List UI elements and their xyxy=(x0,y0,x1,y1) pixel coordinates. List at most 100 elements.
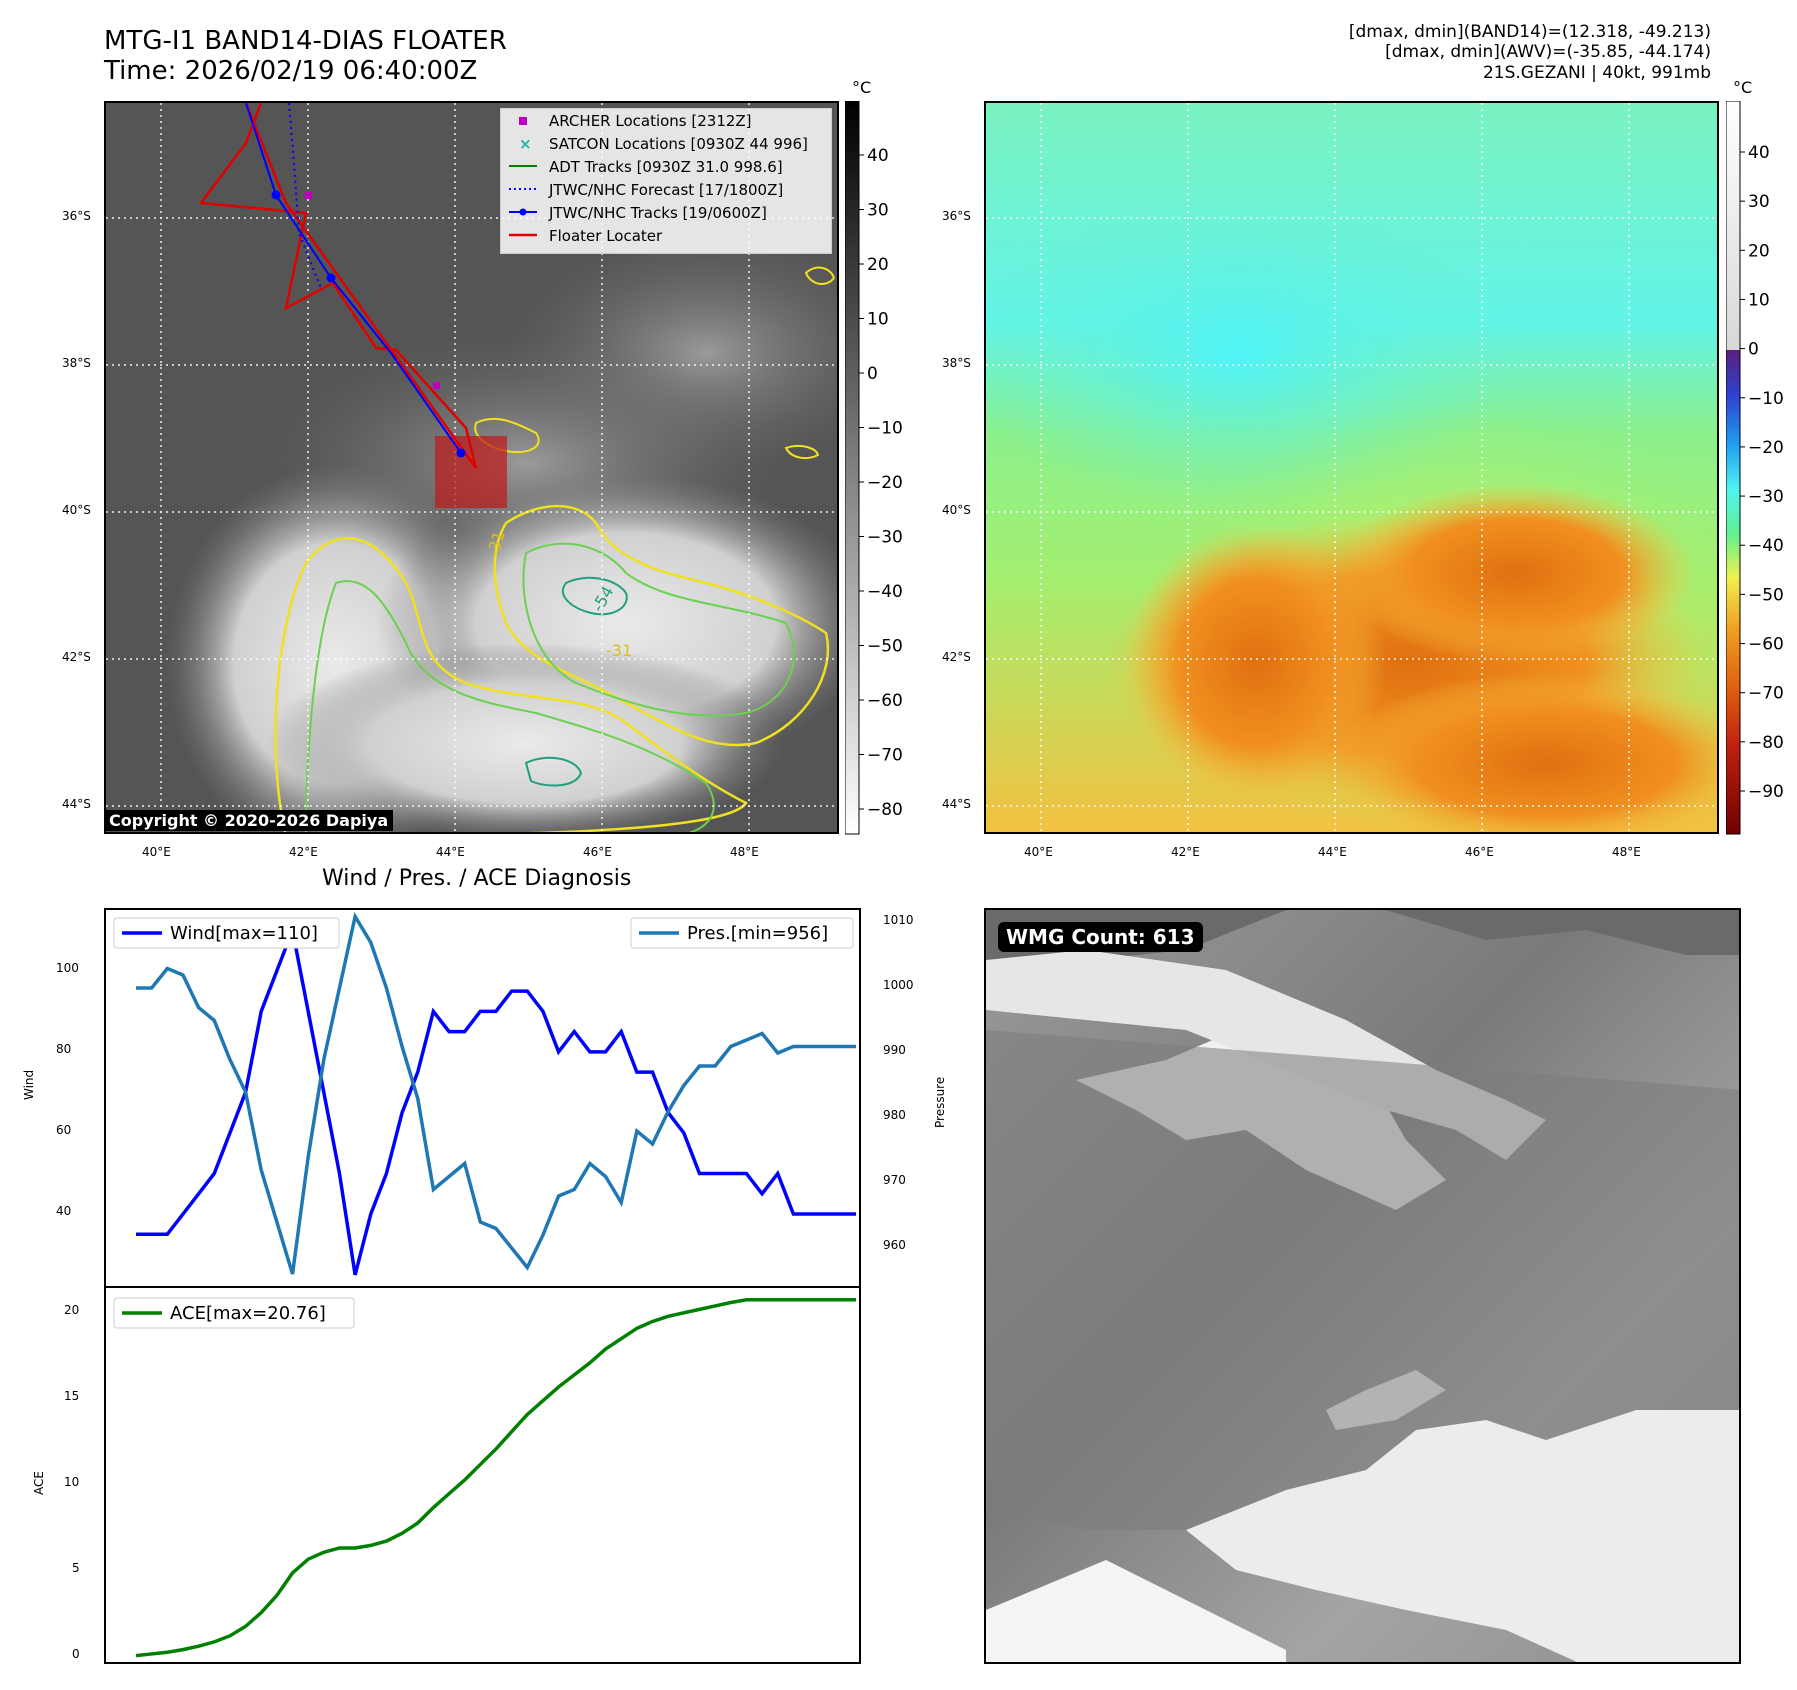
pressure-series-line xyxy=(136,911,856,1275)
wind-series-line xyxy=(136,923,856,1276)
colorbar-tick-label: 10 xyxy=(867,310,889,330)
colorbar-tick-label: 30 xyxy=(867,201,889,221)
contour-label-3: -31 xyxy=(606,641,632,660)
wind-legend: Wind[max=110] xyxy=(170,923,318,944)
jtwc-track-point xyxy=(456,448,466,458)
colorbar-tick-label: −40 xyxy=(1748,536,1784,556)
colorbar-tick-label: 0 xyxy=(867,364,878,384)
awv-lat-label: 42°S xyxy=(942,650,971,664)
colorbar-tick-label: −60 xyxy=(1748,635,1784,655)
wind-tick: 40 xyxy=(56,1204,72,1219)
wind-tick: 80 xyxy=(56,1041,72,1056)
awv-lon-label: 48°E xyxy=(1612,845,1641,859)
pressure-tick: 1010 xyxy=(883,913,914,927)
ir-lat-label: 44°S xyxy=(62,797,91,811)
band14-range-info: [dmax, dmin](BAND14)=(12.318, -49.213) xyxy=(1348,22,1711,42)
archer-location xyxy=(433,382,440,389)
colorbar-tick-label: −50 xyxy=(1748,585,1784,605)
colorbar-tick-label: −80 xyxy=(1748,733,1784,753)
colorbar-tick-label: −70 xyxy=(1748,684,1784,704)
legend-archer: ARCHER Locations [2312Z] xyxy=(549,112,752,130)
pressure-tick: 1000 xyxy=(883,978,914,992)
contour-green-west xyxy=(305,580,715,832)
colorbar-tick-label: −20 xyxy=(1748,438,1784,458)
ir-map: -31 -54 -31 xyxy=(106,103,837,832)
ir-lon-label: 44°E xyxy=(436,845,465,859)
timeseries-section-title: Wind / Pres. / ACE Diagnosis xyxy=(322,866,632,891)
awv-panel xyxy=(984,101,1719,834)
ir-colorbar: 40 30 20 10 0 −10 −20 −30 −40 −50 −60 −70 −80 xyxy=(845,101,903,835)
awv-map xyxy=(986,103,1717,832)
colorbar-tick-label: 10 xyxy=(1748,290,1770,310)
awv-lon-label: 46°E xyxy=(1465,845,1494,859)
ir-lat-label: 36°S xyxy=(62,209,91,223)
colorbar-tick-label: −10 xyxy=(1748,389,1784,409)
archer-location xyxy=(305,192,312,199)
awv-gridlines xyxy=(986,103,1717,832)
pressure-legend: Pres.[min=956] xyxy=(687,923,828,944)
floater-locater-track xyxy=(198,103,478,469)
legend-floater: Floater Locater xyxy=(549,227,663,245)
ir-lat-label: 42°S xyxy=(62,650,91,664)
ir-lat-label: 40°S xyxy=(62,503,91,517)
legend-jtwc-forecast: JTWC/NHC Forecast [17/1800Z] xyxy=(549,181,784,199)
awv-range-info: [dmax, dmin](AWV)=(-35.85, -44.174) xyxy=(1385,42,1711,62)
ace-tick: 0 xyxy=(72,1647,80,1662)
svg-text:×: × xyxy=(519,135,532,153)
ir-lon-label: 48°E xyxy=(730,845,759,859)
legend-satcon: SATCON Locations [0930Z 44 996] xyxy=(549,135,808,153)
awv-lat-label: 40°S xyxy=(942,503,971,517)
wmg-count-badge: WMG Count: 613 xyxy=(998,922,1203,952)
ace-tick: 20 xyxy=(64,1302,80,1317)
colorbar-tick-label: 0 xyxy=(1748,340,1759,360)
ir-legend: × ARCHER Locations [2312Z] SATCON Locati… xyxy=(500,108,832,254)
awv-colorbar-unit: °C xyxy=(1733,78,1753,97)
timeseries-chart: Wind[max=110] Pres.[min=956] ACE[max=20.76… xyxy=(106,911,859,1658)
pressure-axis-label: Pressure xyxy=(933,1076,947,1128)
ir-colorbar-unit: °C xyxy=(852,78,872,97)
colorbar-tick-label: −10 xyxy=(867,419,903,439)
wmg-image xyxy=(986,910,1739,1662)
figure-title: MTG-I1 BAND14-DIAS FLOATER xyxy=(104,26,507,56)
awv-colorbar: 40 30 20 10 0 −10 −20 −30 −40 −50 −60 −70 −80 −90 xyxy=(1726,101,1784,835)
ir-lon-label: 40°E xyxy=(142,845,171,859)
awv-lon-label: 40°E xyxy=(1024,845,1053,859)
colorbar-tick-label: −90 xyxy=(1748,782,1784,802)
ir-lat-label: 38°S xyxy=(62,356,91,370)
timeseries-panel: Wind[max=110] Pres.[min=956] ACE[max=20.76… xyxy=(104,908,861,1664)
colorbar-tick-label: −40 xyxy=(867,582,903,602)
ace-axis-label: ACE xyxy=(32,1471,46,1495)
figure-time: Time: 2026/02/19 06:40:00Z xyxy=(104,56,478,86)
ace-series-line xyxy=(135,1297,856,1658)
awv-lat-label: 44°S xyxy=(942,797,971,811)
pressure-tick: 960 xyxy=(883,1238,906,1252)
jtwc-track-point xyxy=(271,190,281,200)
legend-jtwc-tracks: JTWC/NHC Tracks [19/0600Z] xyxy=(549,204,767,222)
colorbar-tick-label: 30 xyxy=(1748,192,1770,212)
ace-tick: 5 xyxy=(72,1561,80,1576)
wind-axis-label: Wind xyxy=(22,1069,36,1100)
pressure-tick: 990 xyxy=(883,1043,906,1057)
wind-tick: 100 xyxy=(56,960,79,975)
awv-lat-label: 36°S xyxy=(942,209,971,223)
colorbar-tick-label: 20 xyxy=(867,255,889,275)
awv-lon-label: 44°E xyxy=(1318,845,1347,859)
colorbar-tick-label: −20 xyxy=(867,473,903,493)
colorbar-tick-label: −70 xyxy=(867,746,903,766)
colorbar-tick-label: −30 xyxy=(867,528,903,548)
copyright-label: Copyright © 2020-2026 Dapiya xyxy=(104,810,394,831)
contour-minus-31-east xyxy=(493,504,830,747)
ace-tick: 10 xyxy=(64,1475,80,1490)
colorbar-tick-label: 20 xyxy=(1748,241,1770,261)
ir-lon-label: 42°E xyxy=(289,845,318,859)
wind-tick: 60 xyxy=(56,1122,72,1137)
awv-lon-label: 42°E xyxy=(1171,845,1200,859)
colorbar-tick-label: −50 xyxy=(867,637,903,657)
contour-green-east xyxy=(522,542,795,717)
colorbar-tick-label: −60 xyxy=(867,691,903,711)
pressure-tick: 980 xyxy=(883,1108,906,1122)
ir-lon-label: 46°E xyxy=(583,845,612,859)
legend-adt: ADT Tracks [0930Z 31.0 998.6] xyxy=(549,158,783,176)
colorbar-tick-label: −80 xyxy=(867,800,903,820)
colorbar-tick-label: −30 xyxy=(1748,487,1784,507)
